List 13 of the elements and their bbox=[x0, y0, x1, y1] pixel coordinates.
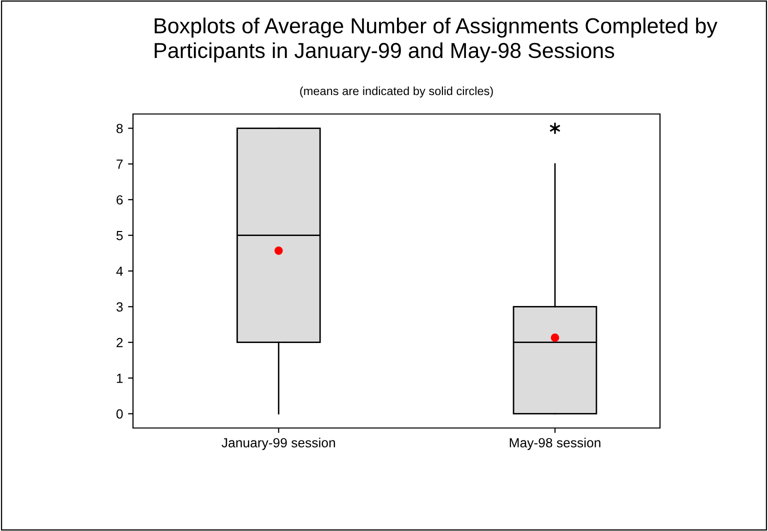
x-tick-label: January-99 session bbox=[222, 438, 335, 450]
chart-title: Boxplots of Average Number of Assignments Completed by Participants in January-99 and May-98 Sessions bbox=[154, 18, 718, 62]
y-tick-label: 8 bbox=[116, 124, 123, 134]
y-tick-label: 2 bbox=[116, 338, 123, 348]
y-tick-label: 3 bbox=[116, 302, 123, 312]
chart-subtitle: (means are indicated by solid circles) bbox=[300, 86, 493, 98]
y-tick-label: 1 bbox=[116, 374, 123, 383]
y-tick-label: 0 bbox=[116, 409, 123, 419]
y-tick-label: 5 bbox=[116, 231, 123, 240]
x-tick-label: May-98 session bbox=[510, 438, 600, 450]
y-tick-label: 7 bbox=[116, 160, 123, 169]
y-tick-label: 6 bbox=[116, 195, 123, 205]
y-tick-label: 4 bbox=[116, 266, 123, 276]
